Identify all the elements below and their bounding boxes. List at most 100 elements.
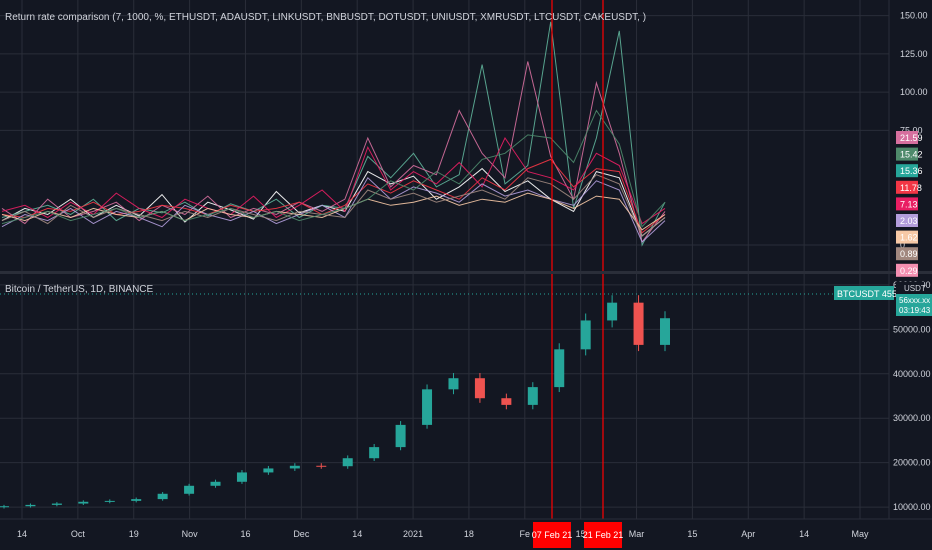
btc-candles	[0, 295, 670, 509]
series-value-tag-bg	[896, 131, 918, 144]
time-axis-tick: Apr	[741, 529, 755, 539]
time-axis-tick: Fe	[520, 529, 531, 539]
marker-date-labels: 07 Feb 21 21 Feb 21	[532, 522, 624, 548]
grid	[0, 0, 889, 519]
candle-body	[369, 447, 380, 459]
candle-body	[607, 302, 618, 321]
time-axis-tick: May	[851, 529, 869, 539]
candle-body	[263, 468, 274, 473]
time-axis-tick: 14	[799, 529, 809, 539]
time-axis-tick: 16	[240, 529, 250, 539]
series-line-bnbusdt	[1, 158, 666, 234]
candle-body	[0, 506, 9, 508]
time-axis-tick: Dec	[293, 529, 310, 539]
candle-body	[580, 320, 591, 350]
series-value-tag-bg	[896, 147, 918, 161]
candle-body	[501, 398, 512, 405]
candle-body	[78, 501, 89, 504]
candle-body	[104, 500, 115, 502]
candle-body	[633, 302, 644, 345]
series-line-ethusdt	[1, 167, 666, 237]
series-value-tag: 11.78	[900, 183, 922, 193]
candle-body	[342, 458, 353, 467]
top-panel-title[interactable]: Return rate comparison (7, 1000, %, ETHU…	[5, 12, 646, 23]
event-marker-label-bg	[533, 522, 571, 548]
btc-tag-bg	[834, 286, 894, 300]
time-axis-tick: 14	[352, 529, 362, 539]
bottom-axis-tick: 40000.00	[893, 369, 931, 379]
event-marker-label: 07 Feb 21	[532, 530, 573, 540]
series-value-tag: 0.89	[900, 249, 918, 259]
series-value-tag: 7.13	[900, 199, 918, 209]
series-value-tag-bg	[896, 247, 918, 261]
last-price-badge-bg	[896, 294, 932, 316]
candle-body	[289, 465, 300, 469]
candle-body	[554, 349, 565, 388]
candle-body	[51, 503, 62, 505]
usdt-badge: USDT	[904, 284, 926, 293]
usdt-badge-bg	[896, 282, 924, 294]
candle-body	[157, 493, 168, 500]
time-axis-tick: 19	[129, 529, 139, 539]
btc-tag: BTCUSDT 455.79%	[837, 289, 917, 299]
series-value-tag: 1.62	[900, 233, 918, 243]
series-line-linkusdt	[1, 61, 666, 244]
time-axis-tick: 15	[576, 529, 586, 539]
top-axis-tick: 100.00	[900, 87, 928, 97]
candle-body	[527, 387, 538, 405]
series-line-cakeusdt	[1, 109, 666, 228]
countdown-badge: 03:19:43	[899, 306, 931, 315]
series-value-tag-bg	[896, 164, 918, 178]
time-axis-tick: 18	[464, 529, 474, 539]
candle-body	[131, 499, 142, 501]
candle-body	[448, 378, 459, 390]
time-axis[interactable]: 14 Oct 19 Nov 16 Dec 14 2021 18 Fe 15 Mar 15 Apr 14 May	[17, 529, 869, 539]
time-axis-tick: Mar	[629, 529, 645, 539]
candle-body	[236, 472, 247, 482]
candle-body	[660, 318, 670, 345]
bottom-panel-title[interactable]: Bitcoin / TetherUS, 1D, BINANCE	[5, 284, 154, 295]
time-axis-tick: 2021	[403, 529, 423, 539]
time-axis-tick: Nov	[182, 529, 199, 539]
top-axis-tick: 125.00	[900, 49, 928, 59]
bottom-axis-tick: 50000.00	[893, 324, 931, 334]
top-axis-tick: 150.00	[900, 11, 928, 21]
event-marker-label: 21 Feb 21	[583, 530, 624, 540]
series-value-tag: 2.03	[900, 216, 918, 226]
time-axis-tick: Oct	[71, 529, 86, 539]
series-value-tag-bg	[896, 230, 918, 244]
bottom-axis-tick: 20000.00	[893, 458, 931, 468]
candle-body	[25, 504, 36, 507]
series-value-tag: 15.42	[900, 150, 923, 160]
series-line-adausdt	[1, 21, 666, 247]
candle-body	[395, 424, 406, 448]
series-line-xmrusdt	[1, 192, 666, 231]
time-axis-tick: 14	[17, 529, 27, 539]
return-rate-lines	[1, 21, 666, 247]
candle-body	[474, 378, 485, 399]
series-value-tag-bg	[896, 214, 918, 227]
event-marker-label-bg	[584, 522, 622, 548]
candle-body	[422, 389, 433, 425]
candle-body	[210, 481, 221, 486]
panel-divider[interactable]	[0, 271, 932, 274]
series-value-tag-bg	[896, 197, 918, 211]
time-axis-tick: 15	[687, 529, 697, 539]
candle-body	[316, 465, 327, 467]
bottom-axis-tick: 10000.00	[893, 502, 931, 512]
top-price-scale[interactable]: 150.00 125.00 100.00 75.00 0	[900, 11, 928, 250]
bottom-axis-tick: 30000.00	[893, 413, 931, 423]
top-axis-tick: 0	[900, 240, 905, 250]
series-value-tag-bg	[896, 180, 918, 194]
series-value-tag-bg	[896, 263, 918, 277]
last-price-badge: 56xxx.xx	[899, 296, 930, 305]
candle-body	[184, 485, 195, 494]
series-value-tag: 15.36	[900, 166, 923, 176]
series-line-dotusdt	[1, 136, 666, 225]
series-value-tags: 21.59 15.42 15.36 11.78 7.13 2.03 1.62 0.89 0.29	[896, 131, 923, 277]
series-value-tag: 0.29	[900, 266, 918, 276]
series-value-tag: 21.59	[900, 133, 923, 143]
event-markers	[551, 0, 604, 519]
top-axis-tick: 75.00	[900, 125, 923, 135]
